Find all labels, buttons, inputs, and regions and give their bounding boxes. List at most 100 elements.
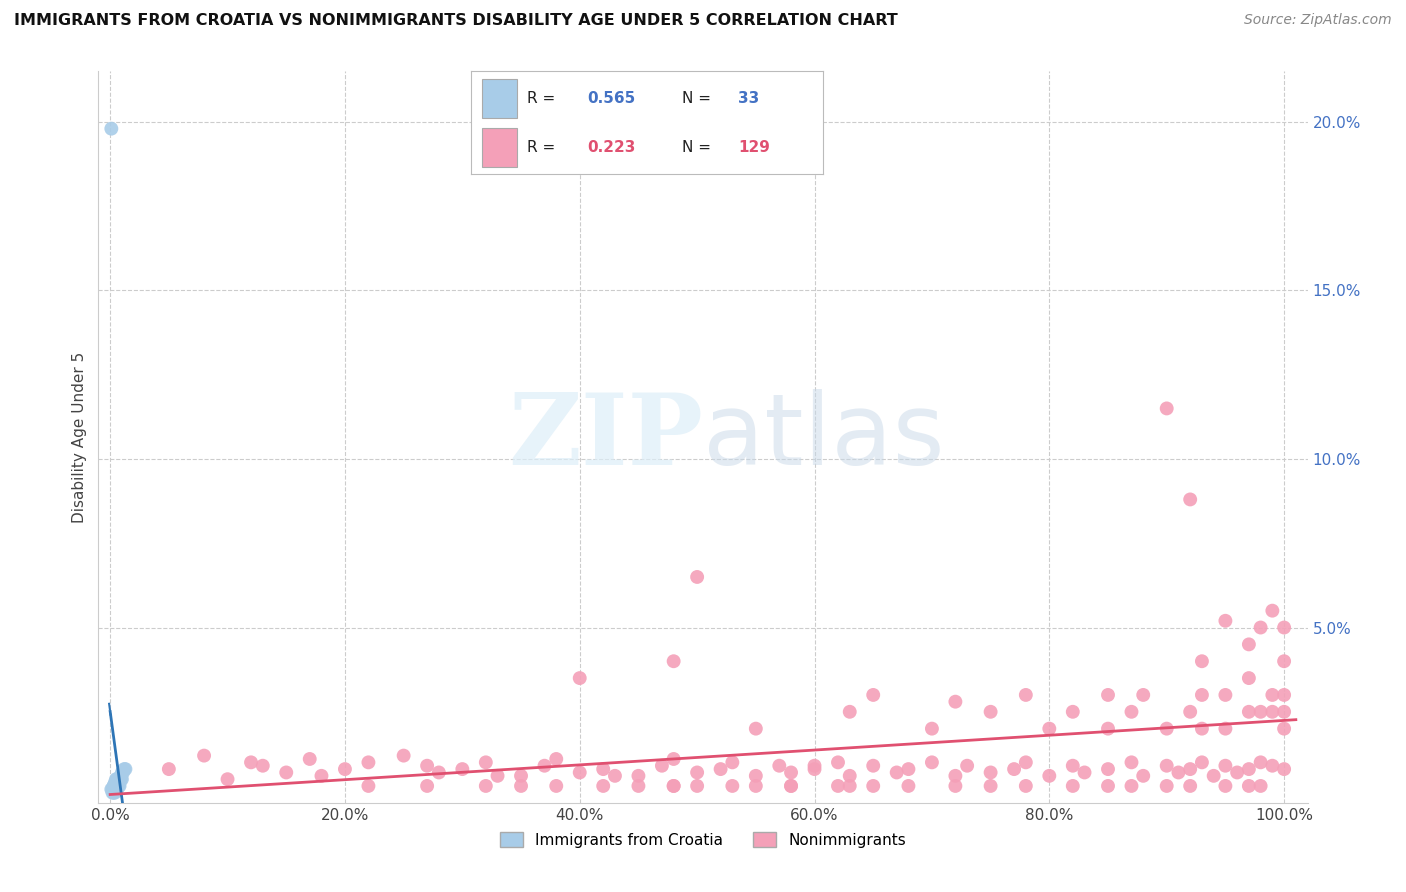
Point: [104, 775, 127, 789]
Point: [897, 762, 920, 776]
Text: N =: N =: [682, 140, 716, 155]
Point: [980, 705, 1002, 719]
Point: [111, 765, 134, 780]
Point: [107, 772, 129, 787]
Point: [838, 705, 860, 719]
Point: [475, 779, 498, 793]
Point: [1156, 758, 1178, 772]
Text: R =: R =: [527, 140, 561, 155]
Point: [1132, 769, 1154, 783]
Point: [745, 722, 768, 736]
Point: [627, 779, 650, 793]
Point: [1121, 779, 1143, 793]
Point: [1237, 671, 1260, 685]
Point: [1167, 765, 1189, 780]
Point: [193, 748, 215, 763]
Point: [568, 671, 591, 685]
Point: [392, 748, 415, 763]
Point: [897, 779, 920, 793]
Point: [592, 762, 614, 776]
Point: [546, 752, 568, 766]
Point: [105, 772, 128, 787]
Point: [105, 772, 128, 787]
Point: [721, 779, 744, 793]
Point: [780, 779, 803, 793]
Point: [1038, 722, 1060, 736]
Point: [1272, 762, 1295, 776]
Point: [1097, 762, 1119, 776]
Point: [1215, 722, 1237, 736]
Text: Source: ZipAtlas.com: Source: ZipAtlas.com: [1244, 13, 1392, 28]
Point: [107, 779, 129, 793]
Point: [1215, 614, 1237, 628]
Point: [803, 758, 825, 772]
Point: [101, 786, 124, 800]
Point: [662, 654, 685, 668]
Point: [956, 758, 979, 772]
Point: [1062, 705, 1084, 719]
Point: [1237, 762, 1260, 776]
Point: [108, 779, 131, 793]
Point: [1250, 779, 1272, 793]
Point: [217, 772, 239, 787]
Point: [1215, 688, 1237, 702]
Point: [862, 779, 884, 793]
Point: [100, 782, 122, 797]
Text: atlas: atlas: [703, 389, 945, 485]
Point: [510, 769, 533, 783]
Point: [862, 758, 884, 772]
Point: [592, 779, 614, 793]
Text: 0.565: 0.565: [588, 90, 636, 105]
Point: [921, 756, 943, 770]
Point: [104, 782, 127, 797]
Point: [838, 779, 860, 793]
Point: [1261, 604, 1284, 618]
Point: [107, 775, 129, 789]
Point: [105, 782, 128, 797]
Point: [838, 769, 860, 783]
Point: [686, 570, 709, 584]
Y-axis label: Disability Age Under 5: Disability Age Under 5: [72, 351, 87, 523]
Point: [980, 765, 1002, 780]
Point: [333, 762, 356, 776]
Point: [1272, 722, 1295, 736]
Point: [1261, 688, 1284, 702]
Point: [1097, 779, 1119, 793]
Point: [662, 779, 685, 793]
Point: [1121, 705, 1143, 719]
Point: [416, 779, 439, 793]
Point: [1272, 621, 1295, 635]
Point: [1261, 758, 1284, 772]
Point: [1180, 492, 1202, 507]
Point: [710, 762, 733, 776]
Point: [427, 765, 450, 780]
Point: [1015, 779, 1038, 793]
Point: [862, 688, 884, 702]
Point: [103, 779, 125, 793]
Point: [745, 769, 768, 783]
Point: [105, 779, 128, 793]
Point: [1272, 705, 1295, 719]
Point: [1062, 758, 1084, 772]
Point: [1180, 779, 1202, 793]
Point: [1073, 765, 1095, 780]
Point: [745, 779, 768, 793]
Point: [112, 765, 135, 780]
Point: [108, 772, 131, 787]
Point: [357, 779, 380, 793]
Point: [662, 752, 685, 766]
Point: [1191, 722, 1213, 736]
Point: [980, 779, 1002, 793]
Point: [945, 779, 967, 793]
Point: [112, 762, 135, 776]
Text: IMMIGRANTS FROM CROATIA VS NONIMMIGRANTS DISABILITY AGE UNDER 5 CORRELATION CHAR: IMMIGRANTS FROM CROATIA VS NONIMMIGRANTS…: [14, 13, 898, 29]
Point: [298, 752, 321, 766]
Point: [1215, 779, 1237, 793]
Point: [1156, 401, 1178, 416]
Point: [1180, 762, 1202, 776]
Point: [1038, 769, 1060, 783]
Point: [157, 762, 180, 776]
Point: [1202, 769, 1225, 783]
Point: [114, 762, 136, 776]
Point: [827, 756, 849, 770]
